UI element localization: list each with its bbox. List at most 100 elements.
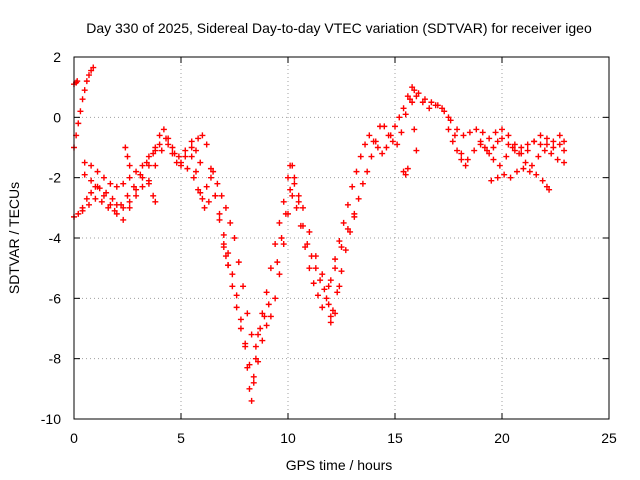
data-point: [216, 216, 223, 223]
data-point: [240, 283, 247, 290]
data-point: [248, 331, 255, 338]
x-tick-label: 20: [494, 430, 510, 446]
data-point: [411, 87, 418, 94]
data-point: [88, 162, 95, 169]
data-point: [415, 90, 422, 97]
data-point: [289, 162, 296, 169]
data-point: [235, 259, 242, 266]
data-point: [471, 147, 478, 154]
data-point: [370, 138, 377, 145]
data-point: [222, 204, 229, 211]
data-point: [528, 162, 535, 169]
data-point: [113, 210, 120, 217]
data-point: [81, 171, 88, 178]
data-point: [535, 153, 542, 160]
data-point: [265, 301, 272, 308]
data-point: [413, 93, 420, 100]
data-point: [481, 144, 488, 151]
data-point: [389, 138, 396, 145]
data-point: [499, 135, 505, 142]
data-point: [267, 265, 274, 272]
data-point: [381, 123, 388, 130]
data-point: [218, 192, 225, 199]
data-point: [340, 219, 347, 226]
data-point: [327, 277, 334, 284]
data-point: [531, 138, 538, 145]
data-point: [486, 150, 493, 157]
data-point: [255, 358, 262, 365]
data-point: [379, 150, 386, 157]
data-point: [184, 165, 191, 172]
data-point: [327, 313, 334, 320]
data-point: [458, 150, 465, 157]
data-point: [118, 201, 125, 208]
data-point: [398, 129, 405, 136]
data-point: [306, 265, 313, 272]
data-point: [546, 186, 553, 193]
data-point: [85, 72, 92, 79]
data-point: [338, 268, 345, 275]
data-point: [133, 186, 140, 193]
data-point: [428, 99, 435, 106]
data-point: [479, 129, 486, 136]
data-point: [261, 313, 268, 320]
data-point: [107, 201, 114, 208]
data-point: [325, 283, 332, 290]
x-tick-label: 15: [387, 430, 403, 446]
data-point: [490, 156, 497, 163]
data-point: [111, 207, 118, 214]
x-axis-label: GPS time / hours: [286, 457, 393, 473]
data-point: [145, 162, 152, 169]
data-point: [190, 174, 197, 181]
data-point: [537, 141, 544, 148]
data-point: [421, 96, 428, 103]
data-point: [543, 135, 550, 142]
data-point: [362, 141, 369, 148]
data-point: [499, 126, 505, 133]
data-point: [124, 153, 131, 160]
data-point: [543, 141, 550, 148]
data-point: [74, 78, 81, 85]
data-point: [317, 277, 324, 284]
data-point: [426, 105, 433, 112]
data-point: [541, 147, 548, 154]
data-point: [449, 138, 456, 145]
data-point: [83, 78, 90, 85]
data-point: [133, 168, 140, 175]
data-point: [505, 132, 512, 139]
y-tick-label: -2: [49, 170, 62, 186]
data-point: [447, 117, 454, 124]
data-point: [163, 135, 170, 142]
data-point: [374, 144, 381, 151]
data-point: [533, 171, 540, 178]
data-point: [312, 265, 319, 272]
data-point: [88, 177, 95, 184]
data-point: [137, 171, 144, 178]
y-axis-label: SDTVAR / TECUs: [6, 182, 22, 294]
data-point: [156, 132, 163, 139]
data-point: [289, 192, 296, 199]
data-point: [392, 123, 398, 130]
data-point: [120, 216, 127, 223]
data-point: [400, 105, 407, 112]
data-point: [299, 204, 306, 211]
data-point: [246, 361, 253, 368]
data-point: [419, 99, 426, 106]
x-tick-label: 0: [70, 430, 78, 446]
data-point: [359, 180, 366, 187]
data-point: [90, 64, 97, 71]
data-point: [409, 99, 416, 106]
data-point: [310, 280, 317, 287]
data-point: [282, 210, 289, 217]
data-point: [537, 132, 544, 139]
data-point: [272, 295, 279, 302]
data-point: [364, 168, 371, 175]
data-point: [464, 156, 471, 163]
data-point: [291, 174, 298, 181]
data-point: [203, 183, 210, 190]
data-point: [233, 292, 240, 299]
data-point: [297, 222, 304, 229]
data-point: [199, 195, 206, 202]
data-point: [276, 271, 283, 278]
